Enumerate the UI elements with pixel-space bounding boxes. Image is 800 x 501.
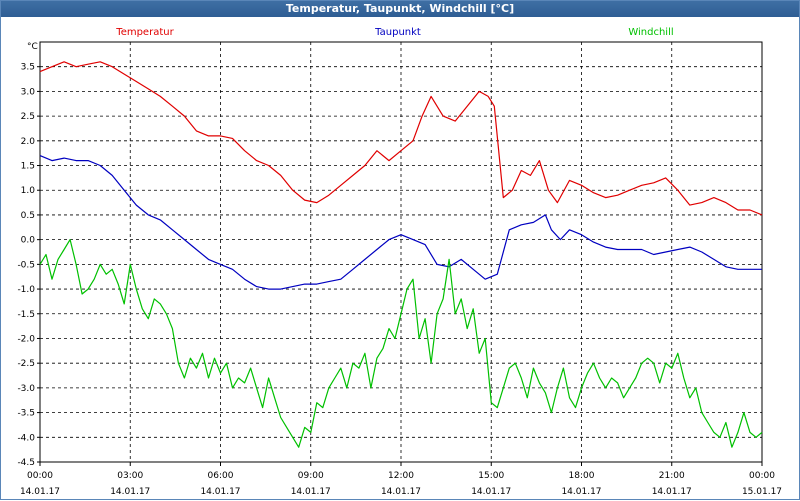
y-tick-label: 2.5 bbox=[21, 112, 35, 122]
x-tick-date: 14.01.17 bbox=[561, 487, 601, 497]
x-tick-time: 21:00 bbox=[659, 471, 685, 481]
x-tick-date: 14.01.17 bbox=[652, 487, 692, 497]
x-tick-date: 14.01.17 bbox=[291, 487, 331, 497]
x-tick-time: 06:00 bbox=[208, 471, 234, 481]
x-tick-date: 14.01.17 bbox=[20, 487, 60, 497]
y-tick-label: 1.0 bbox=[21, 186, 36, 196]
x-tick-time: 12:00 bbox=[388, 471, 414, 481]
x-tick-time: 15:00 bbox=[478, 471, 504, 481]
y-tick-label: -1.5 bbox=[17, 310, 35, 320]
y-tick-label: 1.5 bbox=[21, 162, 35, 172]
y-tick-label: -3.0 bbox=[17, 384, 35, 394]
window-title: Temperatur, Taupunkt, Windchill [°C] bbox=[1, 1, 799, 17]
x-tick-time: 00:00 bbox=[749, 471, 775, 481]
y-tick-label: 0.5 bbox=[21, 211, 35, 221]
x-tick-date: 14.01.17 bbox=[200, 487, 240, 497]
legend-label-taupunkt: Taupunkt bbox=[374, 27, 421, 38]
y-tick-label: -1.0 bbox=[17, 285, 35, 295]
y-tick-label: 3.0 bbox=[21, 87, 36, 97]
x-tick-date: 14.01.17 bbox=[110, 487, 150, 497]
legend-label-temperatur: Temperatur bbox=[115, 27, 174, 38]
x-tick-date: 14.01.17 bbox=[381, 487, 421, 497]
x-tick-time: 09:00 bbox=[298, 471, 324, 481]
y-tick-label: -2.0 bbox=[17, 334, 35, 344]
y-tick-label: 0.0 bbox=[21, 236, 36, 246]
y-axis-label: °C bbox=[27, 42, 38, 52]
series-line-taupunkt bbox=[39, 155, 762, 290]
legend-label-windchill: Windchill bbox=[628, 27, 673, 38]
series-line-windchill bbox=[39, 239, 763, 448]
y-tick-label: -2.5 bbox=[17, 359, 35, 369]
x-tick-time: 18:00 bbox=[569, 471, 595, 481]
y-tick-label: 3.5 bbox=[21, 63, 35, 73]
x-tick-date: 14.01.17 bbox=[471, 487, 511, 497]
y-tick-label: -3.5 bbox=[17, 409, 35, 419]
x-tick-date: 15.01.17 bbox=[742, 487, 782, 497]
series-line-temperatur bbox=[39, 61, 763, 216]
x-tick-time: 00:00 bbox=[27, 471, 53, 481]
y-tick-label: 2.0 bbox=[21, 137, 36, 147]
y-tick-label: -4.0 bbox=[17, 433, 35, 443]
x-tick-time: 03:00 bbox=[117, 471, 143, 481]
y-tick-label: -4.5 bbox=[17, 458, 35, 468]
y-tick-label: -0.5 bbox=[17, 260, 35, 270]
